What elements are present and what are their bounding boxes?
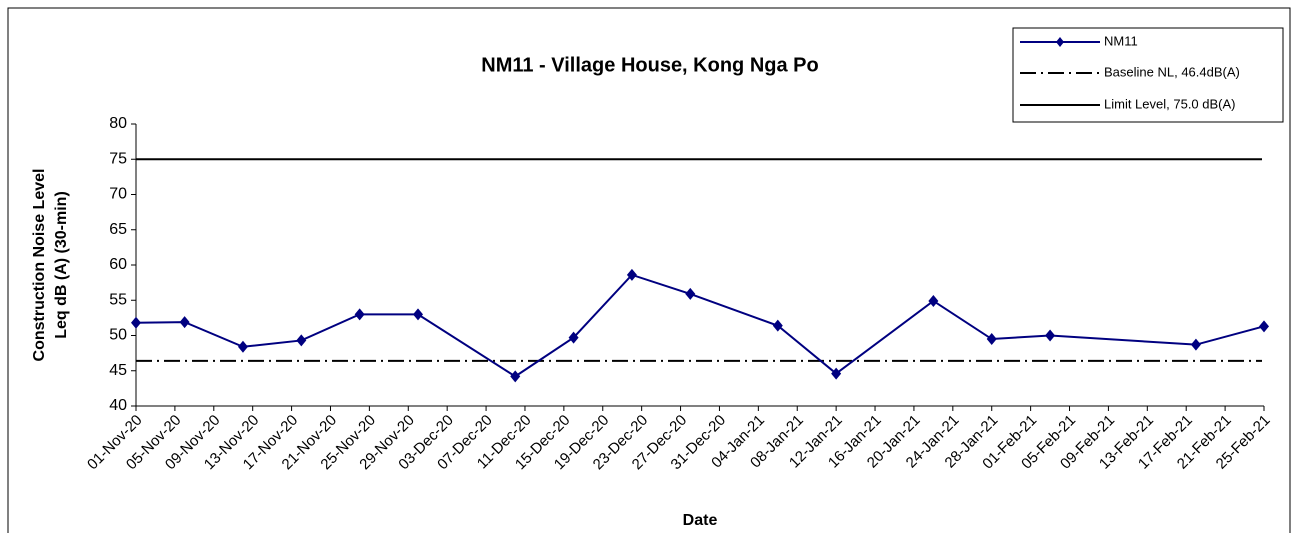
point (179, 316, 190, 329)
y-tick-label: 75 (109, 150, 127, 167)
y-tick-label: 65 (109, 221, 127, 238)
y-axis-label: Construction Noise Level (31, 169, 48, 362)
y-axis-label: Leq dB (A) (30-min) (53, 191, 70, 339)
point (237, 340, 248, 353)
y-tick-label: 70 (109, 186, 127, 203)
chart-frame (7, 7, 1291, 533)
point (772, 319, 783, 332)
y-tick-label: 40 (109, 397, 127, 414)
point (568, 331, 579, 344)
legend-label: Limit Level, 75.0 dB(A) (1104, 96, 1236, 111)
point (1190, 338, 1201, 351)
y-tick-label: 45 (109, 362, 127, 379)
point (685, 287, 696, 300)
point (626, 268, 637, 281)
point (831, 367, 842, 380)
y-tick-label: 60 (109, 256, 127, 273)
y-tick-label: 55 (109, 291, 127, 308)
chart-title: NM11 - Village House, Kong Nga Po (481, 54, 818, 76)
point (1259, 320, 1269, 333)
point (986, 333, 997, 346)
legend-label: Baseline NL, 46.4dB(A) (1104, 64, 1240, 79)
legend-label: NM11 (1104, 33, 1138, 48)
legend-marker (1056, 37, 1064, 47)
point (131, 316, 141, 329)
point (296, 334, 307, 347)
point (354, 308, 365, 321)
y-tick-label: 50 (109, 327, 127, 344)
point (928, 294, 939, 307)
y-tick-label: 80 (109, 115, 127, 132)
point (413, 308, 423, 321)
x-axis-label: Date (683, 512, 718, 529)
point (510, 370, 521, 383)
point (1045, 329, 1056, 342)
